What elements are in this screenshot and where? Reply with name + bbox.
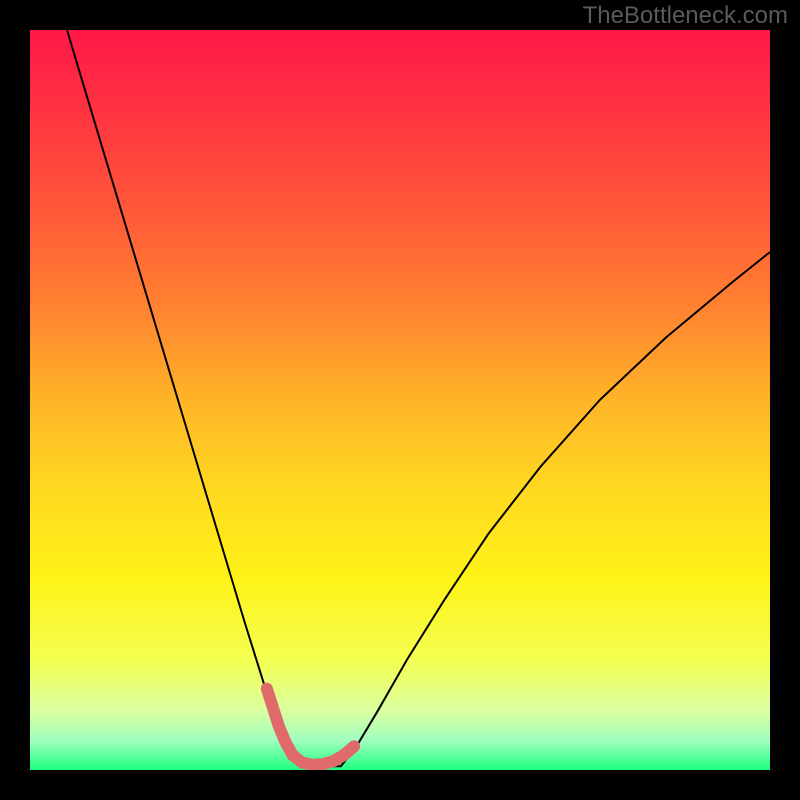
- plot-area: [30, 30, 770, 770]
- watermark-text: TheBottleneck.com: [583, 2, 788, 30]
- gradient-background: [30, 30, 770, 770]
- chart-svg: [30, 30, 770, 770]
